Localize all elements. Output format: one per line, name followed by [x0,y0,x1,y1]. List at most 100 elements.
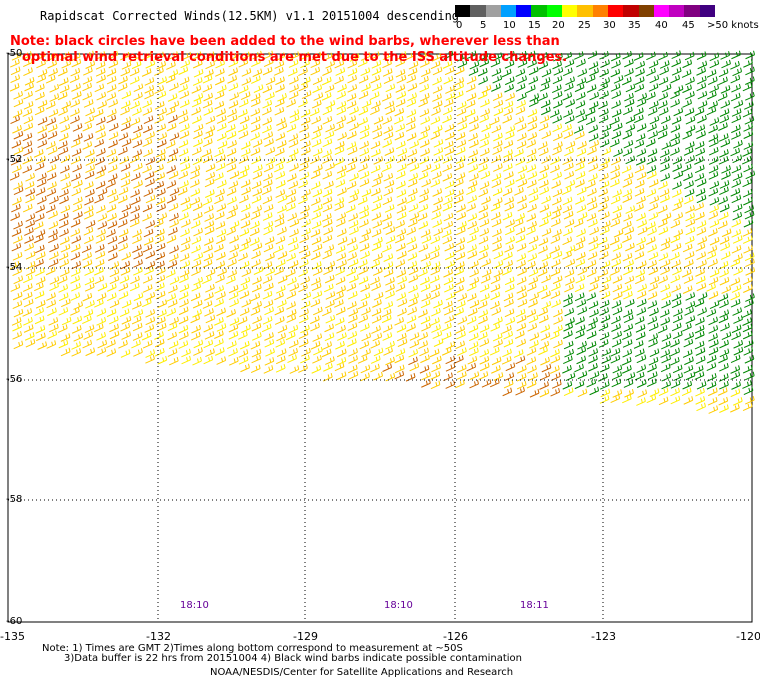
wind-barb [169,82,179,92]
legend-label: 40 [655,20,668,31]
wind-barb [311,236,322,246]
wind-barb [670,234,681,244]
wind-barb [466,50,477,60]
wind-barb [564,147,574,157]
wind-barb [525,50,536,60]
wind-barb [514,148,524,158]
legend-label: 5 [480,20,487,31]
wind-barb [708,291,719,300]
wind-barb [301,291,312,301]
wind-barb [538,92,548,102]
wind-barb [708,164,719,174]
wind-barb [322,234,333,244]
wind-barb [336,228,347,237]
wind-barb [468,341,479,350]
wind-barb [298,364,308,373]
wind-barb [70,251,81,261]
wind-barb [429,274,440,284]
wind-barb [84,170,95,180]
wind-barb [552,146,562,156]
wind-barb [503,100,514,110]
wind-barb [585,180,596,189]
wind-barb [443,300,453,310]
wind-barb [685,218,696,228]
wind-barb [238,155,249,164]
wind-barb [431,204,442,213]
wind-barb [577,306,588,316]
wind-barb [670,219,681,229]
wind-barb [226,275,236,285]
wind-barb [649,307,659,317]
wind-barb [454,261,465,270]
wind-barb [286,308,297,318]
wind-barb [95,51,106,60]
pass-time-label: 18:10 [384,600,413,611]
wind-barb [589,226,600,236]
wind-barb [109,275,120,285]
wind-barb [383,261,394,270]
wind-barb [166,307,177,317]
wind-barb [48,229,58,238]
wind-barb [299,51,310,61]
wind-barb [71,348,82,357]
wind-barb [706,90,717,100]
wind-barb [96,91,107,101]
wind-barb [60,123,71,133]
wind-barb [214,243,224,253]
wind-barb [515,106,526,115]
wind-barb [685,141,695,150]
wind-barb [721,285,732,294]
wind-barb [361,228,372,237]
wind-barb [622,365,632,374]
wind-barb [529,339,539,349]
wind-barb [119,275,130,284]
wind-barb [469,276,480,286]
wind-barb [493,259,504,269]
legend-swatch [577,5,593,17]
wind-barb [661,141,672,150]
wind-barb [587,155,598,165]
wind-barb [335,245,346,254]
wind-barb [84,211,94,220]
legend-swatch [531,5,547,17]
footer-credit: NOAA/NESDIS/Center for Satellite Applica… [210,667,514,678]
wind-barb [203,355,214,365]
wind-barb [517,291,528,301]
wind-barb [145,131,155,140]
wind-barb [47,307,57,317]
wind-barb [251,348,262,358]
wind-barb [118,228,129,238]
wind-barb [385,372,396,382]
wind-barb [660,155,670,165]
wind-barb [215,188,225,198]
wind-barb [682,131,693,140]
wind-barb [407,67,418,77]
wind-barb [634,348,645,358]
latitude-label: -54 [6,262,23,273]
wind-barb [61,316,72,326]
wind-barb [287,277,297,286]
wind-barb [310,298,321,308]
wind-barb [684,51,695,61]
wind-barb [264,338,275,348]
wind-barb [82,315,92,325]
wind-barb [121,331,132,340]
wind-barb [707,245,718,254]
wind-barb [48,258,59,268]
wind-barb [69,74,80,84]
wind-barb [131,60,142,70]
wind-barb [660,173,671,182]
wind-barb [143,188,154,197]
wind-barb [357,355,368,364]
wind-barb [277,122,288,132]
wind-barb [657,219,668,228]
wind-barb [493,250,504,260]
wind-barb [696,51,707,60]
wind-barb [599,226,610,236]
wind-barb [274,67,284,76]
wind-barb [382,139,393,148]
wind-barb [660,266,670,275]
wind-barb [647,316,658,325]
wind-barb [275,84,285,93]
